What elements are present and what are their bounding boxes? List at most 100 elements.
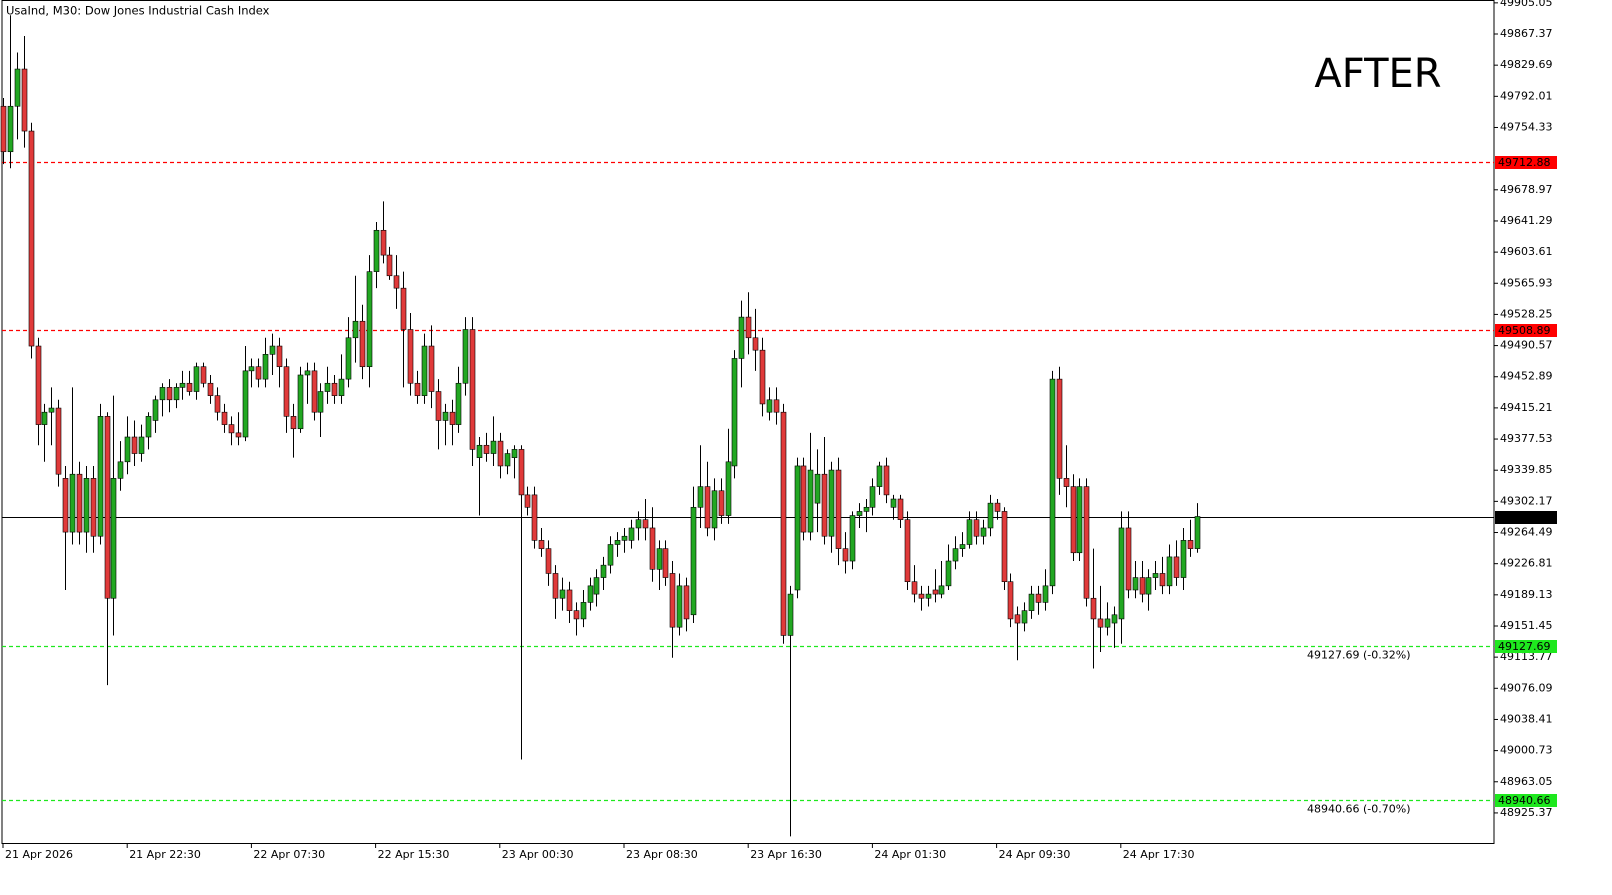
y-tick-label: 49754.33 [1500,120,1553,133]
candle-body [380,229,387,256]
candle-body [725,461,732,516]
candle-body [207,382,214,396]
candle-body [1042,585,1049,603]
x-tick-label: 23 Apr 00:30 [502,848,574,861]
candle-body [856,511,863,516]
price-badge [1495,511,1557,524]
candle-body [614,540,621,545]
candle-body [386,254,393,277]
candle-body [21,68,28,132]
candle-body [248,366,255,372]
candle-body [152,399,159,421]
candle-body [883,465,890,496]
candle-body [1049,378,1056,587]
candles-layer [0,15,1201,837]
candle-body [297,374,304,430]
x-tick-label: 22 Apr 07:30 [253,848,325,861]
price-badge-label: 49712.88 [1498,156,1551,169]
candle-body [952,548,959,562]
price-badge [1495,794,1557,807]
level-annotation: 49127.69 (-0.32%) [1307,649,1410,662]
candle-body [393,275,400,289]
candle-body [262,354,269,380]
candle-body [524,494,531,508]
y-tick-label: 49603.61 [1500,245,1553,258]
candle-body [255,366,262,380]
candle-body [807,469,814,533]
candle-body [683,585,690,620]
candle-body [124,436,131,463]
candle-body [228,424,235,434]
candle-body [518,449,525,496]
y-tick-label: 49076.09 [1500,681,1553,694]
candle-body [773,399,780,413]
x-tick-label: 24 Apr 17:30 [1123,848,1195,861]
candle-body [373,229,380,272]
candle-body [1145,577,1152,595]
candle-body [1111,614,1118,624]
y-tick-label: 49528.25 [1500,307,1553,320]
candle-body [193,366,200,392]
x-tick-label: 24 Apr 09:30 [999,848,1071,861]
candle-body [904,519,911,583]
candle-body [131,436,138,454]
x-tick-label: 24 Apr 01:30 [874,848,946,861]
y-tick-label: 49452.89 [1500,370,1553,383]
y-tick-label: 49000.73 [1500,744,1553,757]
candle-body [669,573,676,628]
candle-body [545,548,552,574]
y-tick-label: 49302.17 [1500,494,1553,507]
price-badge-label: 48940.66 [1498,794,1551,807]
candle-body [283,366,290,417]
candle-body [345,337,352,380]
candle-body [483,444,490,454]
candle-body [242,370,249,438]
candle-body [214,395,221,413]
candle-body [76,473,83,533]
candle-body [331,382,338,396]
candle-body [1166,556,1173,587]
candle-body [14,68,21,107]
candle-body [718,490,725,516]
y-tick-label: 49189.13 [1500,588,1553,601]
candle-body [1090,597,1097,620]
candle-body [179,382,186,388]
price-badge [1495,640,1557,653]
candle-body [469,329,476,450]
candle-body [366,271,373,368]
candle-body [449,411,456,425]
candle-body [1063,478,1070,487]
candle-body [421,345,428,396]
price-badge-label: 49508.89 [1498,324,1551,337]
x-tick-label: 21 Apr 2026 [5,848,73,861]
candle-body [0,105,7,153]
candle-body [1152,573,1159,578]
candle-body [897,498,904,520]
y-tick-label: 49829.69 [1500,58,1553,71]
candle-body [1125,527,1132,591]
candle-body [1014,614,1021,624]
y-tick-label: 49113.77 [1500,650,1553,663]
candle-body [490,440,497,454]
candle-body [1173,556,1180,578]
y-tick-label: 49264.49 [1500,526,1553,539]
candle-body [352,320,359,339]
candle-body [414,382,421,396]
candle-body [455,382,462,425]
candle-body [566,589,573,611]
candle-body [428,345,435,392]
candle-body [766,399,773,413]
candle-body [1187,540,1194,549]
level-annotation: 48940.66 (-0.70%) [1307,803,1410,816]
candle-body [1001,511,1008,583]
candle-body [90,478,97,537]
y-tick-label: 49151.45 [1500,619,1553,632]
candle-body [890,498,897,508]
candle-body [511,449,518,458]
x-tick-label: 23 Apr 08:30 [626,848,698,861]
candle-body [235,432,242,438]
candle-body [656,548,663,570]
candle-body [159,387,166,401]
candle-body [980,527,987,537]
